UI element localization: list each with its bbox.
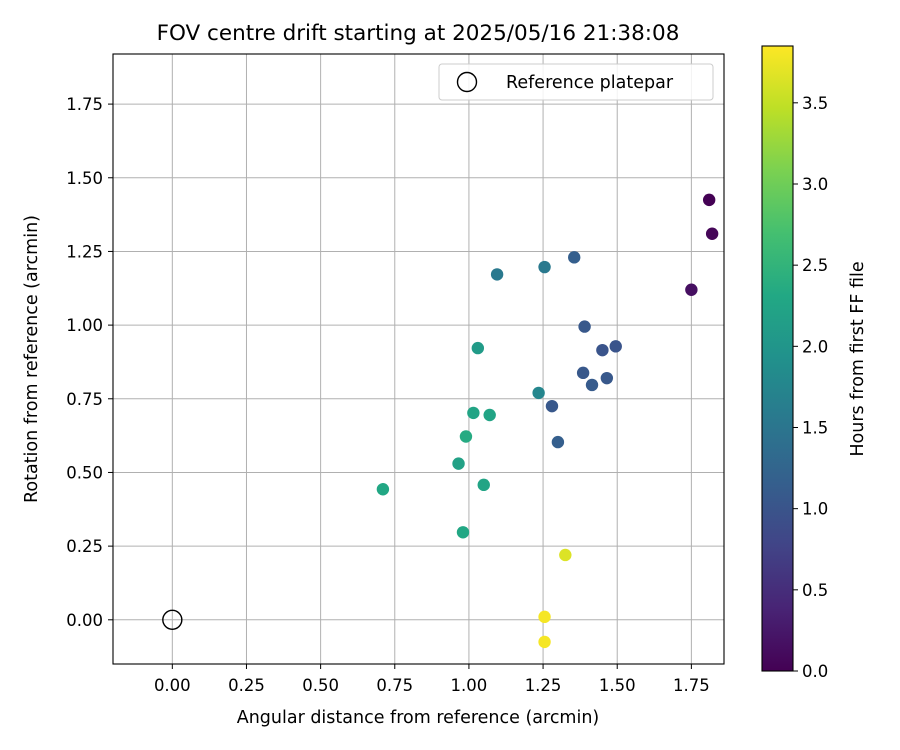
grid-lines [113,54,724,664]
colorbar-tick-label: 2.0 [802,337,828,356]
data-point [585,378,599,392]
data-point [538,260,551,274]
x-tick-label: 0.00 [154,676,191,695]
y-tick-label: 1.25 [66,242,103,261]
legend-marker-icon [456,71,478,93]
colorbar: 0.0 0.5 1.0 1.5 2.0 2.5 3.0 3.5 Hours from firs… [761,45,868,681]
colorbar-tick-label: 1.0 [802,500,828,519]
colorbar-tick-label: 0.0 [802,662,828,681]
data-point [452,457,465,470]
colorbar-frame [761,45,794,672]
data-point [609,340,622,353]
y-tick-label: 1.00 [66,316,103,335]
data-point [559,548,572,562]
data-point [471,341,485,355]
data-point [477,478,490,492]
data-point [376,483,390,496]
y-tick-label: 1.50 [66,169,103,188]
x-tick-label: 0.50 [302,676,339,695]
legend-box [438,63,714,101]
data-point [596,343,609,357]
data-point [532,386,545,400]
reference-marker [162,609,183,630]
colorbar-ticks: 0.0 0.5 1.0 1.5 2.0 2.5 3.0 3.5 [793,94,828,681]
data-point [456,526,470,539]
data-point [568,251,581,264]
x-axis: 0.00 0.25 0.50 0.75 1.00 1.25 1.50 1.75 [154,664,710,695]
x-tick-label: 1.25 [525,676,562,695]
y-axis-label: Rotation from reference (arcmin) [22,215,42,503]
x-tick-label: 1.75 [673,676,710,695]
legend: Reference platepar [438,63,714,101]
colorbar-tick-label: 3.5 [802,94,828,113]
data-point [551,435,565,449]
data-point [467,406,480,420]
x-axis-label: Angular distance from reference (arcmin) [237,708,600,728]
data-point [490,268,504,281]
colorbar-tick-label: 1.5 [802,418,828,437]
chart-title: FOV centre drift starting at 2025/05/16 … [157,21,680,46]
data-point [459,430,473,443]
data-point [538,635,551,649]
data-point [483,408,496,422]
data-point [538,610,551,624]
data-point [600,371,614,385]
x-tick-label: 0.75 [376,676,413,695]
colorbar-tick-label: 0.5 [802,581,828,600]
colorbar-tick-label: 3.0 [802,175,828,194]
colorbar-tick-label: 2.5 [802,256,828,275]
plot-frame [112,53,725,665]
data-point [685,283,698,296]
data-point [702,193,716,207]
data-points [376,193,719,649]
y-tick-label: 0.00 [66,611,103,630]
data-point [705,227,719,240]
data-point [545,399,559,413]
y-tick-label: 0.25 [66,537,103,556]
y-axis: 0.00 0.25 0.50 0.75 1.00 1.25 1.50 1.75 [66,95,113,630]
colorbar-label: Hours from first FF file [848,261,868,456]
legend-entry-label: Reference platepar [506,73,674,93]
x-tick-label: 0.25 [228,676,265,695]
colorbar-gradient [762,46,793,671]
x-tick-label: 1.50 [599,676,636,695]
x-tick-label: 1.00 [451,676,488,695]
y-tick-label: 0.50 [66,463,103,482]
y-tick-label: 0.75 [66,390,103,409]
data-point [576,366,590,380]
y-tick-label: 1.75 [66,95,103,114]
data-point [578,320,591,333]
